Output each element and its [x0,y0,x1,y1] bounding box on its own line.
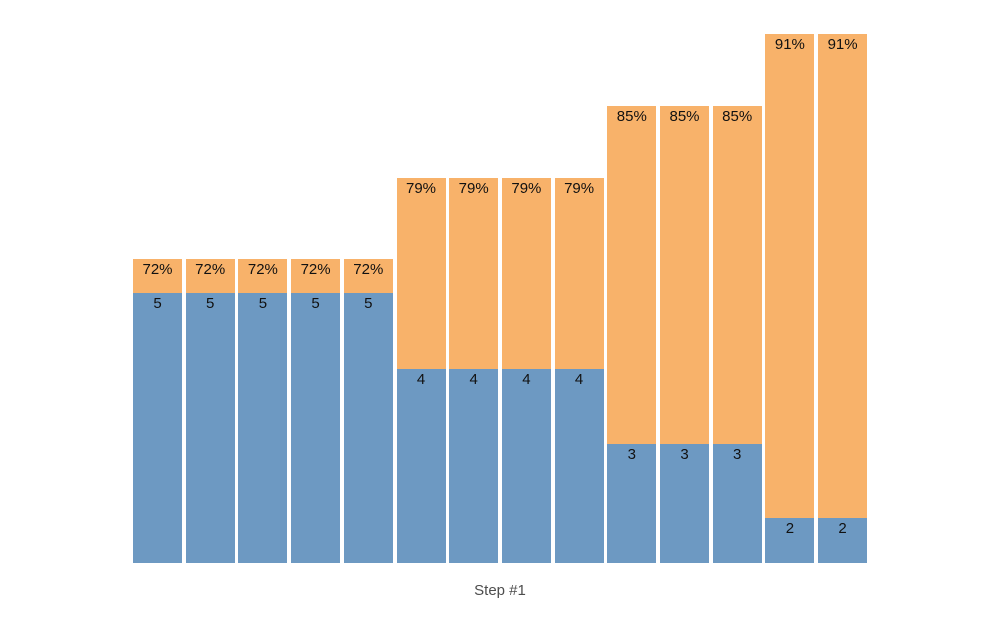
bar-percent-label: 79% [564,180,595,197]
bar-count-label: 4 [416,371,426,388]
bar-segment-percent: 85% [660,106,709,444]
bar-segment-count: 5 [185,293,235,563]
stacked-bar: 85% 3 [660,106,709,563]
bar-percent-label: 79% [511,180,542,197]
bar-count-label: 4 [522,371,531,388]
bar-segment-percent: 91% [765,34,815,518]
bar-count-label: 4 [469,371,478,388]
stacked-bar: 91% 2 [765,34,815,563]
bar-percent-label: 72% [353,261,384,278]
bar-percent-label: 85% [669,108,700,125]
bar-segment-percent: 79% [449,178,499,369]
bar-segment-percent: 72% [343,259,393,293]
bar-count-label: 3 [733,446,742,463]
bar-segment-count: 2 [765,518,815,563]
bar-segment-percent: 72% [291,259,341,293]
bar-percent-label: 72% [300,261,331,278]
bar-segment-count: 4 [501,369,551,563]
bar-segment-count: 4 [449,369,499,563]
bar-count-label: 5 [364,295,373,312]
bar-count-label: 5 [311,295,320,312]
bar-segment-percent: 91% [818,34,868,518]
bar-segment-count: 4 [554,369,604,563]
stacked-bar: 72% 5 [185,259,235,563]
stacked-bar: 85% 3 [712,106,762,563]
bar-segment-count: 5 [238,293,288,563]
bar-segment-count: 3 [607,444,657,563]
bar-segment-count: 2 [818,518,868,563]
bar-count-label: 5 [153,295,162,312]
bar-segment-count: 5 [291,293,341,563]
bar-percent-label: 79% [405,180,437,197]
bar-percent-label: 91% [827,36,858,53]
bar-segment-count: 5 [133,293,182,563]
bar-segment-percent: 79% [501,178,551,369]
bar-count-label: 2 [785,520,795,537]
bar-segment-percent: 72% [133,259,182,293]
bar-percent-label: 91% [774,36,805,53]
bar-segment-percent: 85% [607,106,657,444]
bar-segment-percent: 79% [554,178,604,369]
bar-percent-label: 72% [195,261,226,278]
stacked-bar: 79% 4 [501,178,551,563]
bar-segment-count: 4 [396,369,446,563]
bar-segment-count: 5 [343,293,393,563]
stacked-bar: 91% 2 [818,34,868,563]
bar-percent-label: 79% [458,180,489,197]
bar-count-label: 5 [206,295,215,312]
stacked-bar: 85% 3 [607,106,657,563]
bar-segment-percent: 79% [396,178,446,369]
bar-count-label: 4 [574,371,584,388]
bar-segment-count: 3 [660,444,709,563]
stacked-bar: 79% 4 [396,178,446,563]
bar-percent-label: 85% [722,108,753,125]
stacked-bar: 79% 4 [449,178,499,563]
bar-segment-percent: 85% [712,106,762,444]
stacked-bar: 72% 5 [343,259,393,563]
bar-percent-label: 72% [247,261,278,278]
bar-segment-percent: 72% [238,259,288,293]
bar-percent-label: 72% [142,261,173,278]
bar-count-label: 3 [627,446,636,463]
stacked-bar: 72% 5 [291,259,341,563]
x-axis-label: Step #1 [474,582,526,599]
stacked-bar: 72% 5 [133,259,182,563]
bar-count-label: 3 [680,446,689,463]
bar-count-label: 2 [838,520,847,537]
bar-segment-percent: 72% [185,259,235,293]
bar-count-label: 5 [258,295,268,312]
bar-percent-label: 85% [616,108,647,125]
stacked-bar: 79% 4 [554,178,604,563]
bar-segment-count: 3 [712,444,762,563]
stacked-bar: 72% 5 [238,259,288,563]
